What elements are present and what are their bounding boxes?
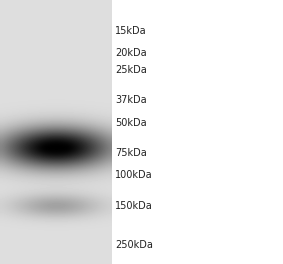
Bar xyxy=(112,0,283,264)
Text: 37kDa: 37kDa xyxy=(115,95,147,105)
Text: 50kDa: 50kDa xyxy=(115,117,147,128)
Text: 250kDa: 250kDa xyxy=(115,240,153,250)
Text: 20kDa: 20kDa xyxy=(115,48,147,58)
Text: 100kDa: 100kDa xyxy=(115,170,153,180)
Text: 150kDa: 150kDa xyxy=(115,201,153,211)
Text: 25kDa: 25kDa xyxy=(115,65,147,75)
Text: 75kDa: 75kDa xyxy=(115,148,147,158)
Text: 15kDa: 15kDa xyxy=(115,26,147,36)
